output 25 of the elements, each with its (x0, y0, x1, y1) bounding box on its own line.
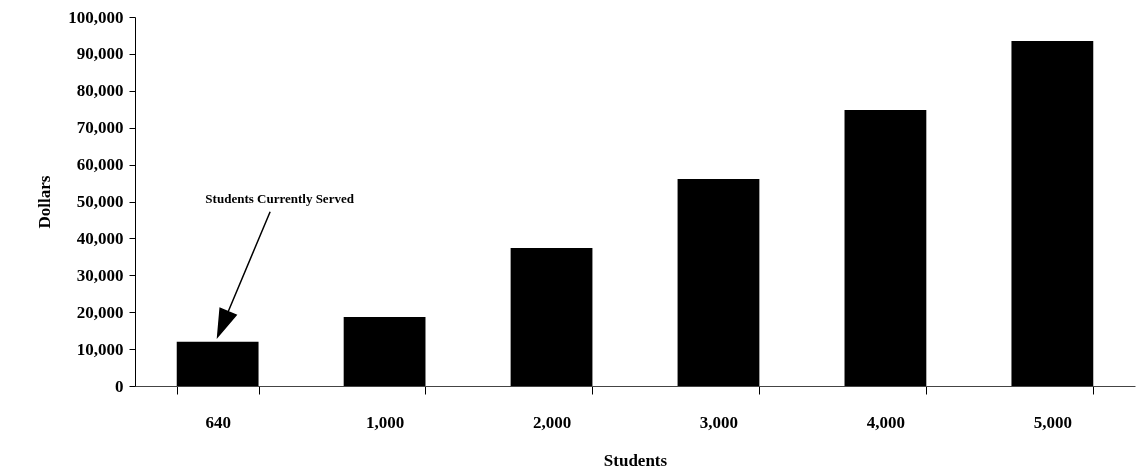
annotation: Students Currently Served (205, 190, 355, 206)
y-tick-label: 100,000 (68, 7, 124, 27)
x-tick-label: 3,000 (699, 412, 739, 432)
x-tick-label: 1,000 (365, 412, 405, 432)
y-tick-label: 10,000 (76, 339, 124, 359)
x-tick-label: 2,000 (532, 412, 572, 432)
x-tick-label: 5,000 (1033, 412, 1072, 432)
y-tick-label: 70,000 (76, 118, 124, 138)
y-tick-label: 30,000 (76, 265, 124, 285)
y-tick-label: 80,000 (76, 81, 124, 101)
y-tick-label: 50,000 (76, 192, 124, 211)
y-tick-label: 0 (115, 376, 124, 396)
y-tick-label: 20,000 (76, 302, 124, 322)
y-tick-label: 90,000 (76, 44, 124, 64)
bar (1011, 40, 1094, 386)
y-tick-label: 40,000 (76, 228, 124, 248)
x-tick-label: 640 (205, 412, 231, 432)
y-axis-title: Dollars (35, 175, 55, 229)
bar (677, 178, 760, 386)
x-tick-label: 4,000 (866, 412, 906, 432)
bar (844, 109, 927, 386)
x-axis-title: Students (603, 450, 668, 470)
bar (343, 317, 426, 386)
bar (510, 247, 593, 386)
y-tick-label: 60,000 (76, 155, 124, 175)
